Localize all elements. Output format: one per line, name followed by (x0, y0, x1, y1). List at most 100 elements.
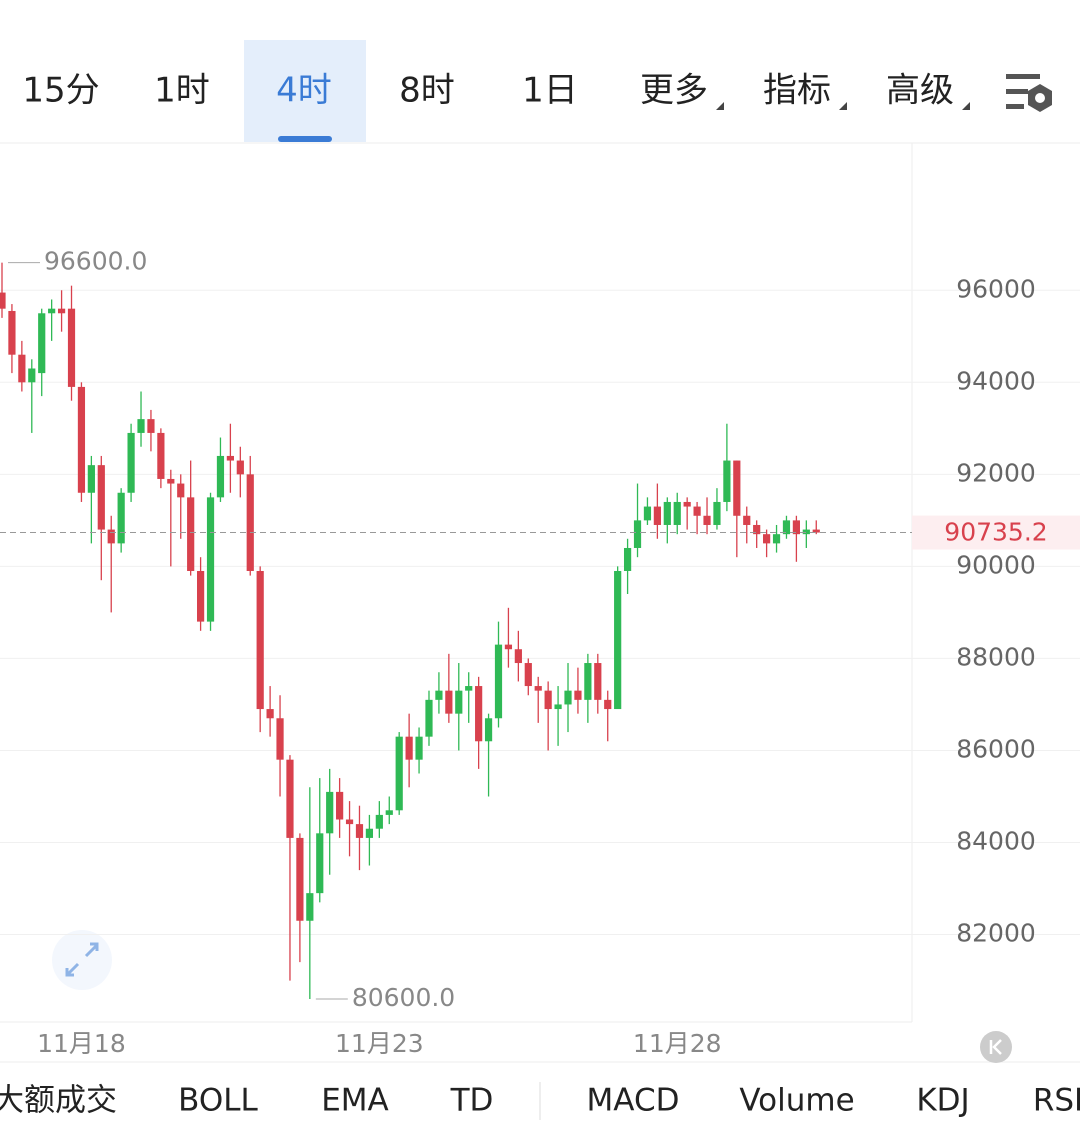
y-tick-label: 82000 (956, 919, 1036, 948)
candle-body (425, 699, 433, 737)
candle-body (117, 492, 125, 544)
candle-body (97, 465, 105, 530)
timeframe-tab[interactable]: 8时 (399, 71, 455, 111)
candle-body (524, 663, 532, 687)
candle-body (574, 690, 582, 700)
candle-body (326, 791, 334, 834)
candle-body (0, 292, 6, 309)
scroll-start-button[interactable] (980, 1031, 1012, 1063)
candle-body (653, 506, 661, 525)
candle-body (594, 663, 602, 700)
candle-body (484, 718, 493, 742)
candle-body (504, 644, 513, 650)
y-tick-label: 92000 (956, 458, 1036, 487)
y-tick-label: 90000 (956, 550, 1036, 579)
candle-body (316, 833, 324, 894)
candle-body (743, 515, 751, 525)
indicator-tab[interactable]: Volume (739, 1083, 854, 1119)
candle-body (216, 455, 225, 498)
candle-body (415, 736, 423, 760)
candle-body (256, 570, 264, 710)
candle-body (236, 460, 244, 475)
candle-body (187, 497, 195, 571)
candle-body (226, 455, 234, 461)
candle-body (494, 644, 503, 719)
candle-body (28, 368, 36, 383)
candle-body (18, 354, 26, 383)
indicator-tab[interactable]: TD (450, 1083, 494, 1119)
candle-body (554, 704, 562, 710)
candle-body (633, 520, 642, 548)
candle-body (584, 663, 592, 700)
candle-body (395, 736, 403, 811)
candle-body (137, 419, 145, 433)
candle-body (713, 501, 721, 525)
timeframe-tab[interactable]: 1时 (154, 71, 210, 111)
candle-body (663, 501, 671, 525)
candle-body (107, 529, 115, 544)
candle-body (544, 690, 552, 710)
candle-body (355, 824, 364, 838)
candle-body (157, 432, 165, 479)
candle-body (246, 474, 254, 571)
timeframe-tab[interactable]: 4时 (276, 71, 332, 111)
candle-body (693, 506, 701, 516)
timeframe-tab[interactable]: 15分 (22, 71, 99, 111)
candle-body (197, 570, 205, 622)
indicator-tab[interactable]: RSI (1033, 1083, 1080, 1119)
candle-body (564, 690, 572, 705)
candle-body (753, 524, 761, 535)
expand-button[interactable] (52, 930, 112, 990)
candle-body (623, 547, 632, 571)
y-tick-label: 96000 (956, 274, 1036, 303)
x-tick-label: 11月18 (37, 1029, 126, 1058)
candle-body (147, 419, 155, 433)
active-tab-indicator (278, 136, 332, 142)
candle-body (87, 465, 95, 493)
candle-body (475, 686, 483, 742)
settings-icon[interactable] (1006, 74, 1052, 112)
candle-body (683, 501, 691, 507)
candle-body (345, 819, 354, 825)
dropdown-caret (839, 102, 847, 110)
candle-body (266, 709, 274, 719)
candle-body (48, 308, 56, 314)
indicator-tab[interactable]: 大额成交 (0, 1083, 117, 1119)
dropdown-caret (716, 102, 724, 110)
candle-body (614, 570, 622, 710)
candle-body (772, 534, 781, 544)
candle-body (167, 478, 175, 484)
timeframe-tab[interactable]: 指标 (763, 71, 831, 111)
indicator-tab[interactable]: EMA (321, 1083, 389, 1119)
y-tick-label: 94000 (956, 366, 1036, 395)
candle-body (57, 308, 66, 314)
extreme-label: 80600.0 (352, 983, 455, 1012)
x-tick-label: 11月23 (335, 1029, 424, 1058)
candle-body (435, 690, 443, 700)
timeframe-tab[interactable]: 1日 (522, 71, 578, 111)
candle-body (643, 506, 652, 521)
last-price-label: 90735.2 (944, 518, 1047, 547)
candle-body (67, 308, 76, 387)
candle-body (812, 529, 820, 533)
candle-body (514, 649, 522, 664)
indicator-tab[interactable]: MACD (587, 1083, 680, 1119)
active-tab-bg (244, 40, 366, 142)
indicator-tab[interactable]: KDJ (916, 1083, 969, 1119)
candle-body (782, 520, 791, 535)
candle-body (455, 690, 463, 714)
candle-body (306, 893, 314, 921)
candle-body (604, 699, 612, 710)
candle-body (802, 529, 810, 535)
candle-body (792, 520, 800, 535)
candle-body (405, 736, 413, 760)
timeframe-tab[interactable]: 更多 (640, 71, 708, 111)
dropdown-caret (962, 102, 970, 110)
candle-body (375, 814, 383, 829)
candle-body (206, 497, 215, 622)
y-tick-label: 86000 (956, 734, 1036, 763)
timeframe-tab[interactable]: 高级 (886, 71, 954, 111)
candle-body (365, 828, 374, 838)
indicator-tab[interactable]: BOLL (178, 1083, 258, 1119)
